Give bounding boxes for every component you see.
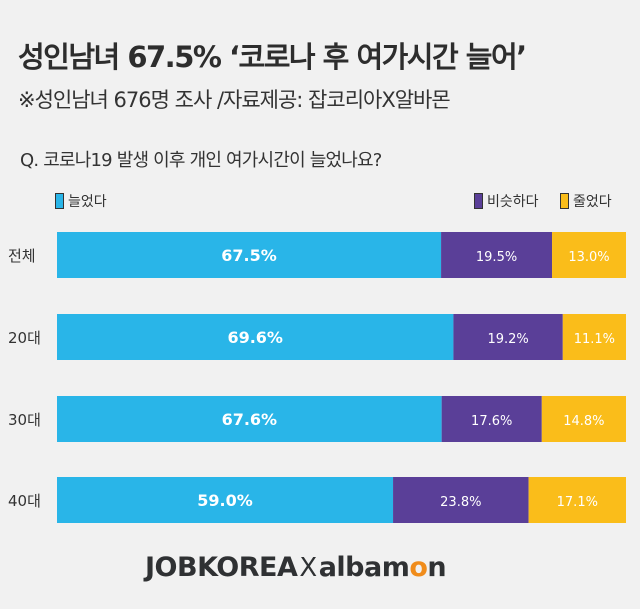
legend-swatch — [474, 193, 483, 209]
legend-swatch — [55, 193, 64, 209]
bar-segment — [57, 477, 394, 523]
category-label: 30대 — [8, 411, 41, 429]
data-label: 17.1% — [557, 495, 598, 510]
bar-segment — [57, 232, 442, 278]
bar-segment — [441, 396, 542, 442]
bar-segment — [541, 396, 626, 442]
bar-segment — [562, 314, 626, 360]
bar-segment — [441, 232, 553, 278]
data-label: 23.8% — [440, 495, 481, 510]
page-title: 성인남녀 67.5% ‘코로나 후 여가시간 늘어’ — [18, 40, 527, 74]
bar-segment — [393, 477, 529, 523]
bar-segment — [57, 396, 442, 442]
logo-albamon-o: o — [409, 552, 428, 583]
data-label: 13.0% — [568, 250, 609, 265]
category-label: 40대 — [8, 492, 41, 510]
logo-x: X — [299, 553, 317, 583]
data-label: 67.6% — [222, 410, 278, 429]
bar-segment — [528, 477, 626, 523]
bar-segment — [453, 314, 563, 360]
logo-albamon: albam — [318, 552, 410, 583]
legend-label: 줄었다 — [573, 194, 612, 210]
category-label: 20대 — [8, 329, 41, 347]
legend-item-decreased: 줄었다 — [560, 191, 612, 211]
logo-jobkorea: JOBKOREA — [145, 552, 298, 583]
jobkorea-albamon-logo: JOBKOREAXalbamon — [145, 552, 447, 583]
data-label: 11.1% — [574, 332, 615, 347]
legend-item-increased: 늘었다 — [55, 191, 107, 211]
data-label: 19.2% — [487, 332, 528, 347]
bar-segment — [57, 314, 454, 360]
data-label: 14.8% — [563, 414, 604, 429]
legend-swatch — [560, 193, 569, 209]
data-label: 17.6% — [471, 414, 512, 429]
category-label: 전체 — [8, 247, 36, 265]
legend-label: 늘었다 — [68, 194, 107, 210]
legend-label: 비슷하다 — [487, 194, 539, 210]
data-label: 59.0% — [197, 491, 253, 510]
bar-segment — [552, 232, 626, 278]
data-label: 69.6% — [227, 328, 283, 347]
legend-item-similar: 비슷하다 — [474, 191, 539, 211]
survey-question: Q. 코로나19 발생 이후 개인 여가시간이 늘었나요? — [20, 150, 382, 171]
logo-albamon-n: n — [427, 552, 447, 583]
page-subtitle: ※성인남녀 676명 조사 /자료제공: 잡코리아X알바몬 — [18, 88, 451, 112]
data-label: 19.5% — [476, 250, 517, 265]
data-label: 67.5% — [221, 246, 277, 265]
stacked-bar-chart: 전체 67.5% 19.5% 13.0% 20대 69.6% 19.2% 11.1% 30대 67… — [8, 232, 626, 523]
